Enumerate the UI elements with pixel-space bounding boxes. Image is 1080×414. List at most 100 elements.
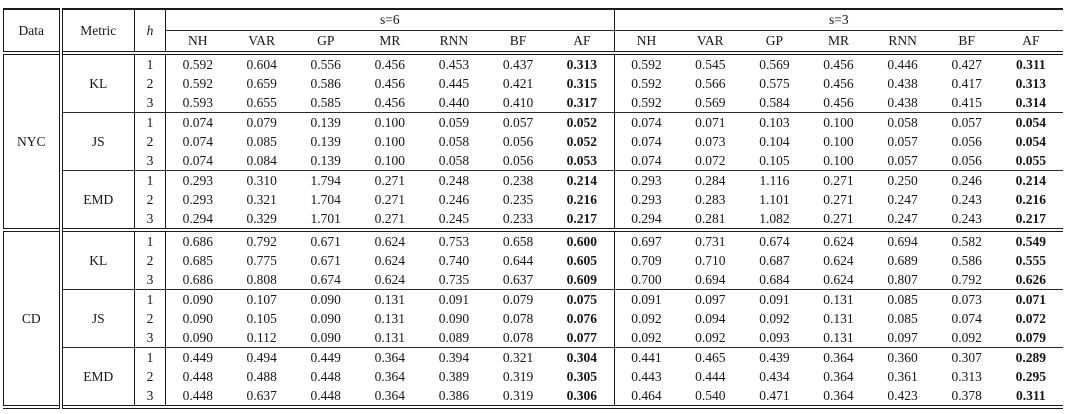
value-cell: 0.090 bbox=[165, 289, 230, 309]
value-cell: 0.079 bbox=[1015, 330, 1047, 345]
col-header-metric: Metric bbox=[60, 9, 135, 53]
value-cell: 0.100 bbox=[357, 112, 422, 132]
value-cell: 0.233 bbox=[502, 211, 534, 226]
value-cell: 0.624 bbox=[374, 272, 406, 287]
table-row: EMD 1 0.449 0.494 0.449 0.364 0.394 0.321 0.304 0… bbox=[4, 347, 1063, 407]
value-cell: 0.605 bbox=[566, 253, 598, 268]
value-cell: 0.386 bbox=[438, 388, 470, 403]
value-cell: 0.072 bbox=[695, 153, 726, 168]
value-cell: 0.057 bbox=[934, 112, 999, 132]
col-header-var-g1: VAR bbox=[696, 33, 724, 48]
value-cell: 0.112 bbox=[246, 330, 277, 345]
value-cell: 0.052 bbox=[550, 112, 615, 132]
h-value: 3 bbox=[134, 93, 166, 113]
value-cell: 0.609 bbox=[566, 272, 598, 287]
value-cell: 0.054 bbox=[998, 112, 1063, 132]
table-row: JS 1 0.074 0.079 0.139 0.100 0.059 0.057 0.052 0.… bbox=[4, 112, 1063, 171]
value-cell: 0.247 bbox=[887, 192, 918, 207]
value-cell: 0.456 bbox=[357, 51, 422, 74]
value-cell: 0.456 bbox=[823, 76, 854, 91]
value-cell: 0.139 bbox=[293, 112, 358, 132]
value-cell: 0.441 bbox=[613, 347, 679, 367]
h-value: 3 bbox=[134, 270, 166, 290]
col-header-bf-g1: BF bbox=[958, 33, 975, 48]
value-cell: 0.448 bbox=[310, 388, 341, 403]
value-cell: 0.250 bbox=[870, 170, 935, 190]
metric-label: EMD bbox=[60, 347, 135, 407]
value-cell: 0.131 bbox=[806, 289, 871, 309]
value-cell: 0.079 bbox=[485, 289, 551, 309]
value-cell: 0.131 bbox=[374, 311, 406, 326]
value-cell: 0.364 bbox=[823, 369, 854, 384]
value-cell: 0.808 bbox=[246, 272, 277, 287]
results-table: Data Metric h s=6 s=3 NH VAR GP MR RNN BF AF NH… bbox=[3, 8, 1063, 409]
value-cell: 0.671 bbox=[310, 253, 341, 268]
value-cell: 0.438 bbox=[887, 95, 918, 110]
value-cell: 0.394 bbox=[421, 347, 486, 367]
value-cell: 1.704 bbox=[310, 192, 341, 207]
value-cell: 0.329 bbox=[246, 211, 277, 226]
value-cell: 0.074 bbox=[613, 112, 679, 132]
value-cell: 0.488 bbox=[246, 369, 277, 384]
value-cell: 0.093 bbox=[759, 330, 790, 345]
col-header-nh-g0: NH bbox=[188, 33, 208, 48]
value-cell: 0.100 bbox=[374, 153, 406, 168]
h-value: 1 bbox=[134, 228, 166, 251]
value-cell: 0.445 bbox=[438, 76, 470, 91]
value-cell: 0.389 bbox=[438, 369, 470, 384]
table-row: 2 0.448 0.488 0.448 0.364 0.389 0.319 0.305 0.44… bbox=[4, 367, 1064, 386]
value-cell: 0.592 bbox=[165, 51, 230, 74]
value-cell: 0.317 bbox=[566, 95, 598, 110]
value-cell: 0.671 bbox=[293, 228, 358, 251]
value-cell: 0.078 bbox=[502, 311, 534, 326]
value-cell: 0.053 bbox=[566, 153, 598, 168]
value-cell: 0.314 bbox=[1015, 95, 1047, 110]
value-cell: 0.626 bbox=[1015, 272, 1047, 287]
value-cell: 0.566 bbox=[695, 76, 726, 91]
value-cell: 0.294 bbox=[182, 211, 213, 226]
value-cell: 0.085 bbox=[870, 289, 935, 309]
value-cell: 0.076 bbox=[566, 311, 598, 326]
value-cell: 0.456 bbox=[823, 95, 854, 110]
value-cell: 0.056 bbox=[502, 134, 534, 149]
header-row-groups: Data Metric h s=6 s=3 bbox=[3, 9, 1063, 53]
value-cell: 0.305 bbox=[566, 369, 598, 384]
value-cell: 0.448 bbox=[182, 388, 213, 403]
value-cell: 0.321 bbox=[246, 192, 277, 207]
value-cell: 0.092 bbox=[695, 330, 726, 345]
value-cell: 0.238 bbox=[485, 170, 551, 190]
value-cell: 0.097 bbox=[887, 330, 918, 345]
value-cell: 0.465 bbox=[678, 347, 743, 367]
value-cell: 0.295 bbox=[1015, 369, 1047, 384]
value-cell: 0.059 bbox=[421, 112, 486, 132]
col-header-rnn-g1: RNN bbox=[888, 33, 917, 48]
value-cell: 0.313 bbox=[951, 369, 982, 384]
value-cell: 0.421 bbox=[502, 76, 534, 91]
table-row: 2 0.685 0.775 0.671 0.624 0.740 0.644 0.605 0.70… bbox=[4, 251, 1064, 270]
value-cell: 0.090 bbox=[438, 311, 470, 326]
value-cell: 0.057 bbox=[485, 112, 551, 132]
value-cell: 0.131 bbox=[823, 330, 854, 345]
value-cell: 0.586 bbox=[951, 253, 982, 268]
value-cell: 0.600 bbox=[550, 228, 615, 251]
value-cell: 0.058 bbox=[870, 112, 935, 132]
table-body: NYC KL 1 0.592 0.604 0.556 0.456 0.453 0.437 0.31… bbox=[3, 51, 1064, 407]
value-cell: 0.057 bbox=[887, 153, 918, 168]
value-cell: 0.807 bbox=[887, 272, 918, 287]
value-cell: 0.072 bbox=[1015, 311, 1047, 326]
value-cell: 0.293 bbox=[165, 170, 230, 190]
value-cell: 0.624 bbox=[823, 272, 854, 287]
value-cell: 0.071 bbox=[998, 289, 1063, 309]
table-row: 3 0.090 0.112 0.090 0.131 0.089 0.078 0.077 0.09… bbox=[4, 328, 1064, 348]
value-cell: 0.131 bbox=[374, 330, 406, 345]
value-cell: 0.694 bbox=[695, 272, 726, 287]
value-cell: 0.361 bbox=[887, 369, 918, 384]
h-value: 2 bbox=[134, 132, 166, 151]
value-cell: 0.100 bbox=[374, 134, 406, 149]
value-cell: 0.246 bbox=[438, 192, 470, 207]
value-cell: 0.217 bbox=[566, 211, 598, 226]
col-header-af-g0: AF bbox=[573, 33, 591, 48]
value-cell: 0.052 bbox=[566, 134, 598, 149]
value-cell: 0.444 bbox=[695, 369, 726, 384]
h-value: 3 bbox=[134, 209, 166, 230]
